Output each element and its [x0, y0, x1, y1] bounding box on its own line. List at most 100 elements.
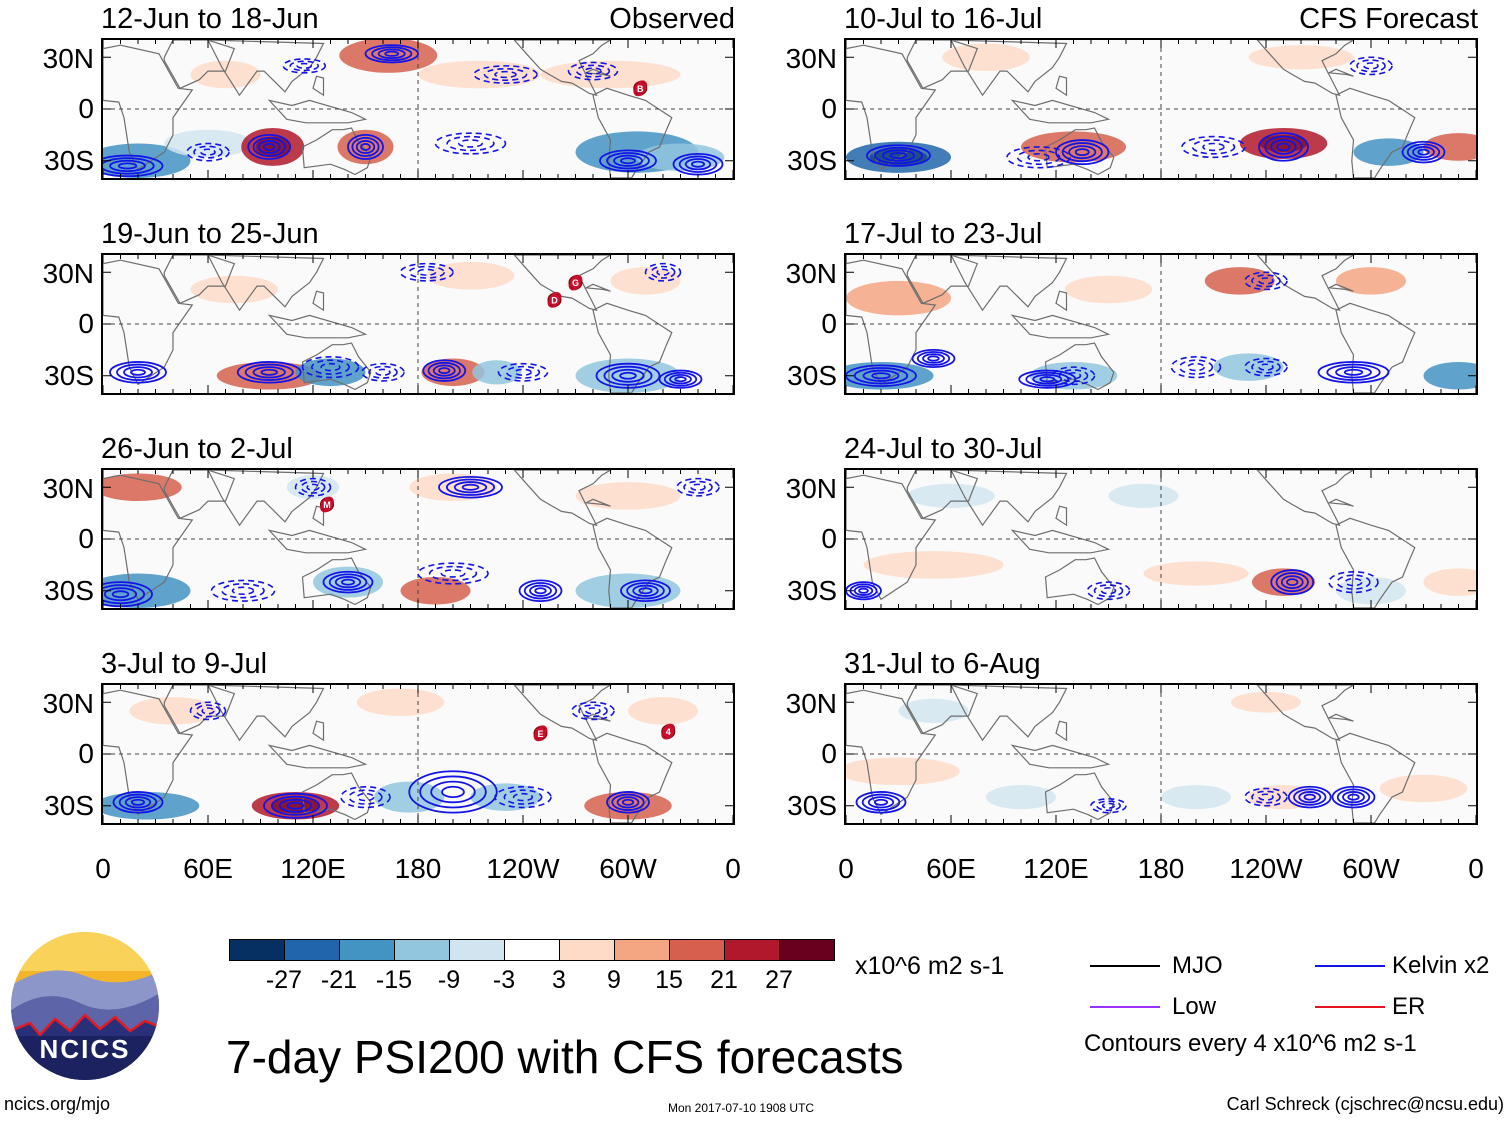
kelvin-contour-negative	[644, 262, 682, 282]
coastline	[163, 685, 236, 735]
coastline	[312, 75, 325, 97]
kelvin-contour-negative	[231, 586, 255, 596]
kelvin-contour-positive	[1342, 791, 1365, 804]
kelvin-contour-positive	[441, 785, 465, 799]
kelvin-contour-positive	[1280, 575, 1304, 590]
coastline	[1326, 283, 1354, 292]
kelvin-contour-positive	[669, 373, 692, 385]
storm-marker: 4	[661, 723, 676, 740]
shaded-anomaly	[400, 576, 471, 605]
coastline	[1335, 87, 1416, 178]
kelvin-contour-positive	[616, 796, 640, 809]
kelvin-contour-positive	[889, 152, 908, 160]
kelvin-contour-negative	[1090, 798, 1127, 814]
kelvin-contour-positive	[911, 348, 956, 369]
colorbar-swatch	[724, 939, 780, 961]
kelvin-contour-negative	[434, 132, 507, 155]
shaded-anomaly	[540, 60, 681, 89]
lat-label: 30N	[42, 43, 94, 74]
kelvin-contour-negative	[1051, 366, 1096, 386]
kelvin-contour-positive	[130, 368, 146, 376]
kelvin-contour-positive	[1298, 791, 1322, 804]
coastline	[267, 314, 368, 339]
kelvin-contour-positive	[1326, 363, 1381, 381]
kelvin-contour-positive	[1401, 140, 1446, 164]
legend-mjo-label: MJO	[1172, 952, 1223, 979]
coastline	[846, 474, 937, 601]
lon-label: 120E	[280, 853, 346, 884]
kelvin-contour-positive	[422, 359, 467, 382]
kelvin-contour-positive	[1303, 793, 1316, 801]
right-map-panel-2	[844, 253, 1478, 395]
lon-label: 0	[1468, 853, 1484, 884]
colorbar-tick-label: 3	[552, 966, 566, 994]
kelvin-contour-positive	[438, 475, 503, 499]
coastline	[1256, 685, 1355, 742]
kelvin-contour-negative	[301, 355, 360, 379]
kelvin-contour-negative	[1181, 135, 1246, 159]
kelvin-contour-positive	[620, 579, 671, 603]
shaded-anomaly	[907, 483, 995, 508]
kelvin-contour-negative	[1336, 574, 1371, 590]
colorbar-tick-label: 21	[710, 966, 738, 994]
coastline	[301, 127, 372, 176]
lat-label: 0	[78, 308, 94, 339]
coastline	[906, 470, 979, 520]
kelvin-contour-negative	[1363, 62, 1379, 70]
site-link[interactable]: ncics.org/mjo	[4, 1094, 111, 1114]
shaded-anomaly	[1161, 785, 1231, 810]
coastline	[1010, 529, 1111, 554]
kelvin-contour-negative	[1058, 369, 1089, 383]
kelvin-contour-negative	[1258, 363, 1274, 371]
right-map-panel-4	[844, 683, 1478, 825]
coastline	[592, 517, 673, 608]
kelvin-contour-positive	[377, 48, 406, 60]
shaded-anomaly	[1248, 45, 1354, 70]
kelvin-contour-positive	[1270, 569, 1315, 596]
kelvin-contour-negative	[567, 61, 619, 81]
coastline	[513, 685, 612, 742]
storm-letter: E	[537, 729, 543, 739]
kelvin-contour-positive	[371, 46, 413, 62]
kelvin-contour-positive	[328, 573, 368, 591]
left-panel-date: 26-Jun to 2-Jul	[101, 433, 293, 465]
kelvin-contour-positive	[1032, 373, 1063, 385]
coastline	[1326, 68, 1354, 77]
lat-label: 30N	[42, 473, 94, 504]
lat-label: 30S	[44, 145, 94, 176]
kelvin-contour-positive	[430, 780, 476, 804]
kelvin-contour-negative	[683, 480, 713, 494]
lon-label: 60E	[926, 853, 976, 884]
author-credit: Carl Schreck (cjschrec@ncsu.edu)	[1226, 1094, 1504, 1114]
kelvin-contour-positive	[853, 585, 874, 596]
kelvin-contour-positive	[351, 136, 380, 157]
shaded-anomaly	[103, 473, 182, 502]
lat-label: 0	[78, 523, 94, 554]
lat-label: 0	[821, 523, 837, 554]
kelvin-contour-positive	[1270, 139, 1297, 155]
kelvin-contour-positive	[364, 44, 419, 64]
kelvin-contour-negative	[585, 707, 601, 715]
kelvin-contour-positive	[438, 367, 451, 375]
kelvin-contour-positive	[1412, 146, 1435, 159]
kelvin-contour-positive	[252, 366, 286, 379]
storm-marker: M	[320, 496, 334, 513]
shaded-anomaly	[863, 551, 1004, 579]
kelvin-contour-positive	[881, 149, 916, 162]
coastline	[1044, 342, 1115, 391]
coastline	[163, 255, 236, 305]
kelvin-contour-negative	[306, 483, 320, 491]
storm-letter: 4	[666, 727, 671, 737]
shaded-anomaly	[1231, 691, 1301, 713]
shaded-anomaly	[374, 781, 445, 813]
lat-label: 30S	[44, 360, 94, 391]
kelvin-contour-positive	[118, 793, 158, 811]
kelvin-contour-positive	[419, 775, 487, 809]
kelvin-contour-positive	[1335, 366, 1372, 379]
coastline	[207, 40, 325, 97]
kelvin-contour-positive	[1293, 788, 1327, 806]
shaded-anomaly	[628, 697, 698, 725]
kelvin-contour-negative	[1027, 153, 1050, 162]
coastline	[163, 40, 236, 90]
